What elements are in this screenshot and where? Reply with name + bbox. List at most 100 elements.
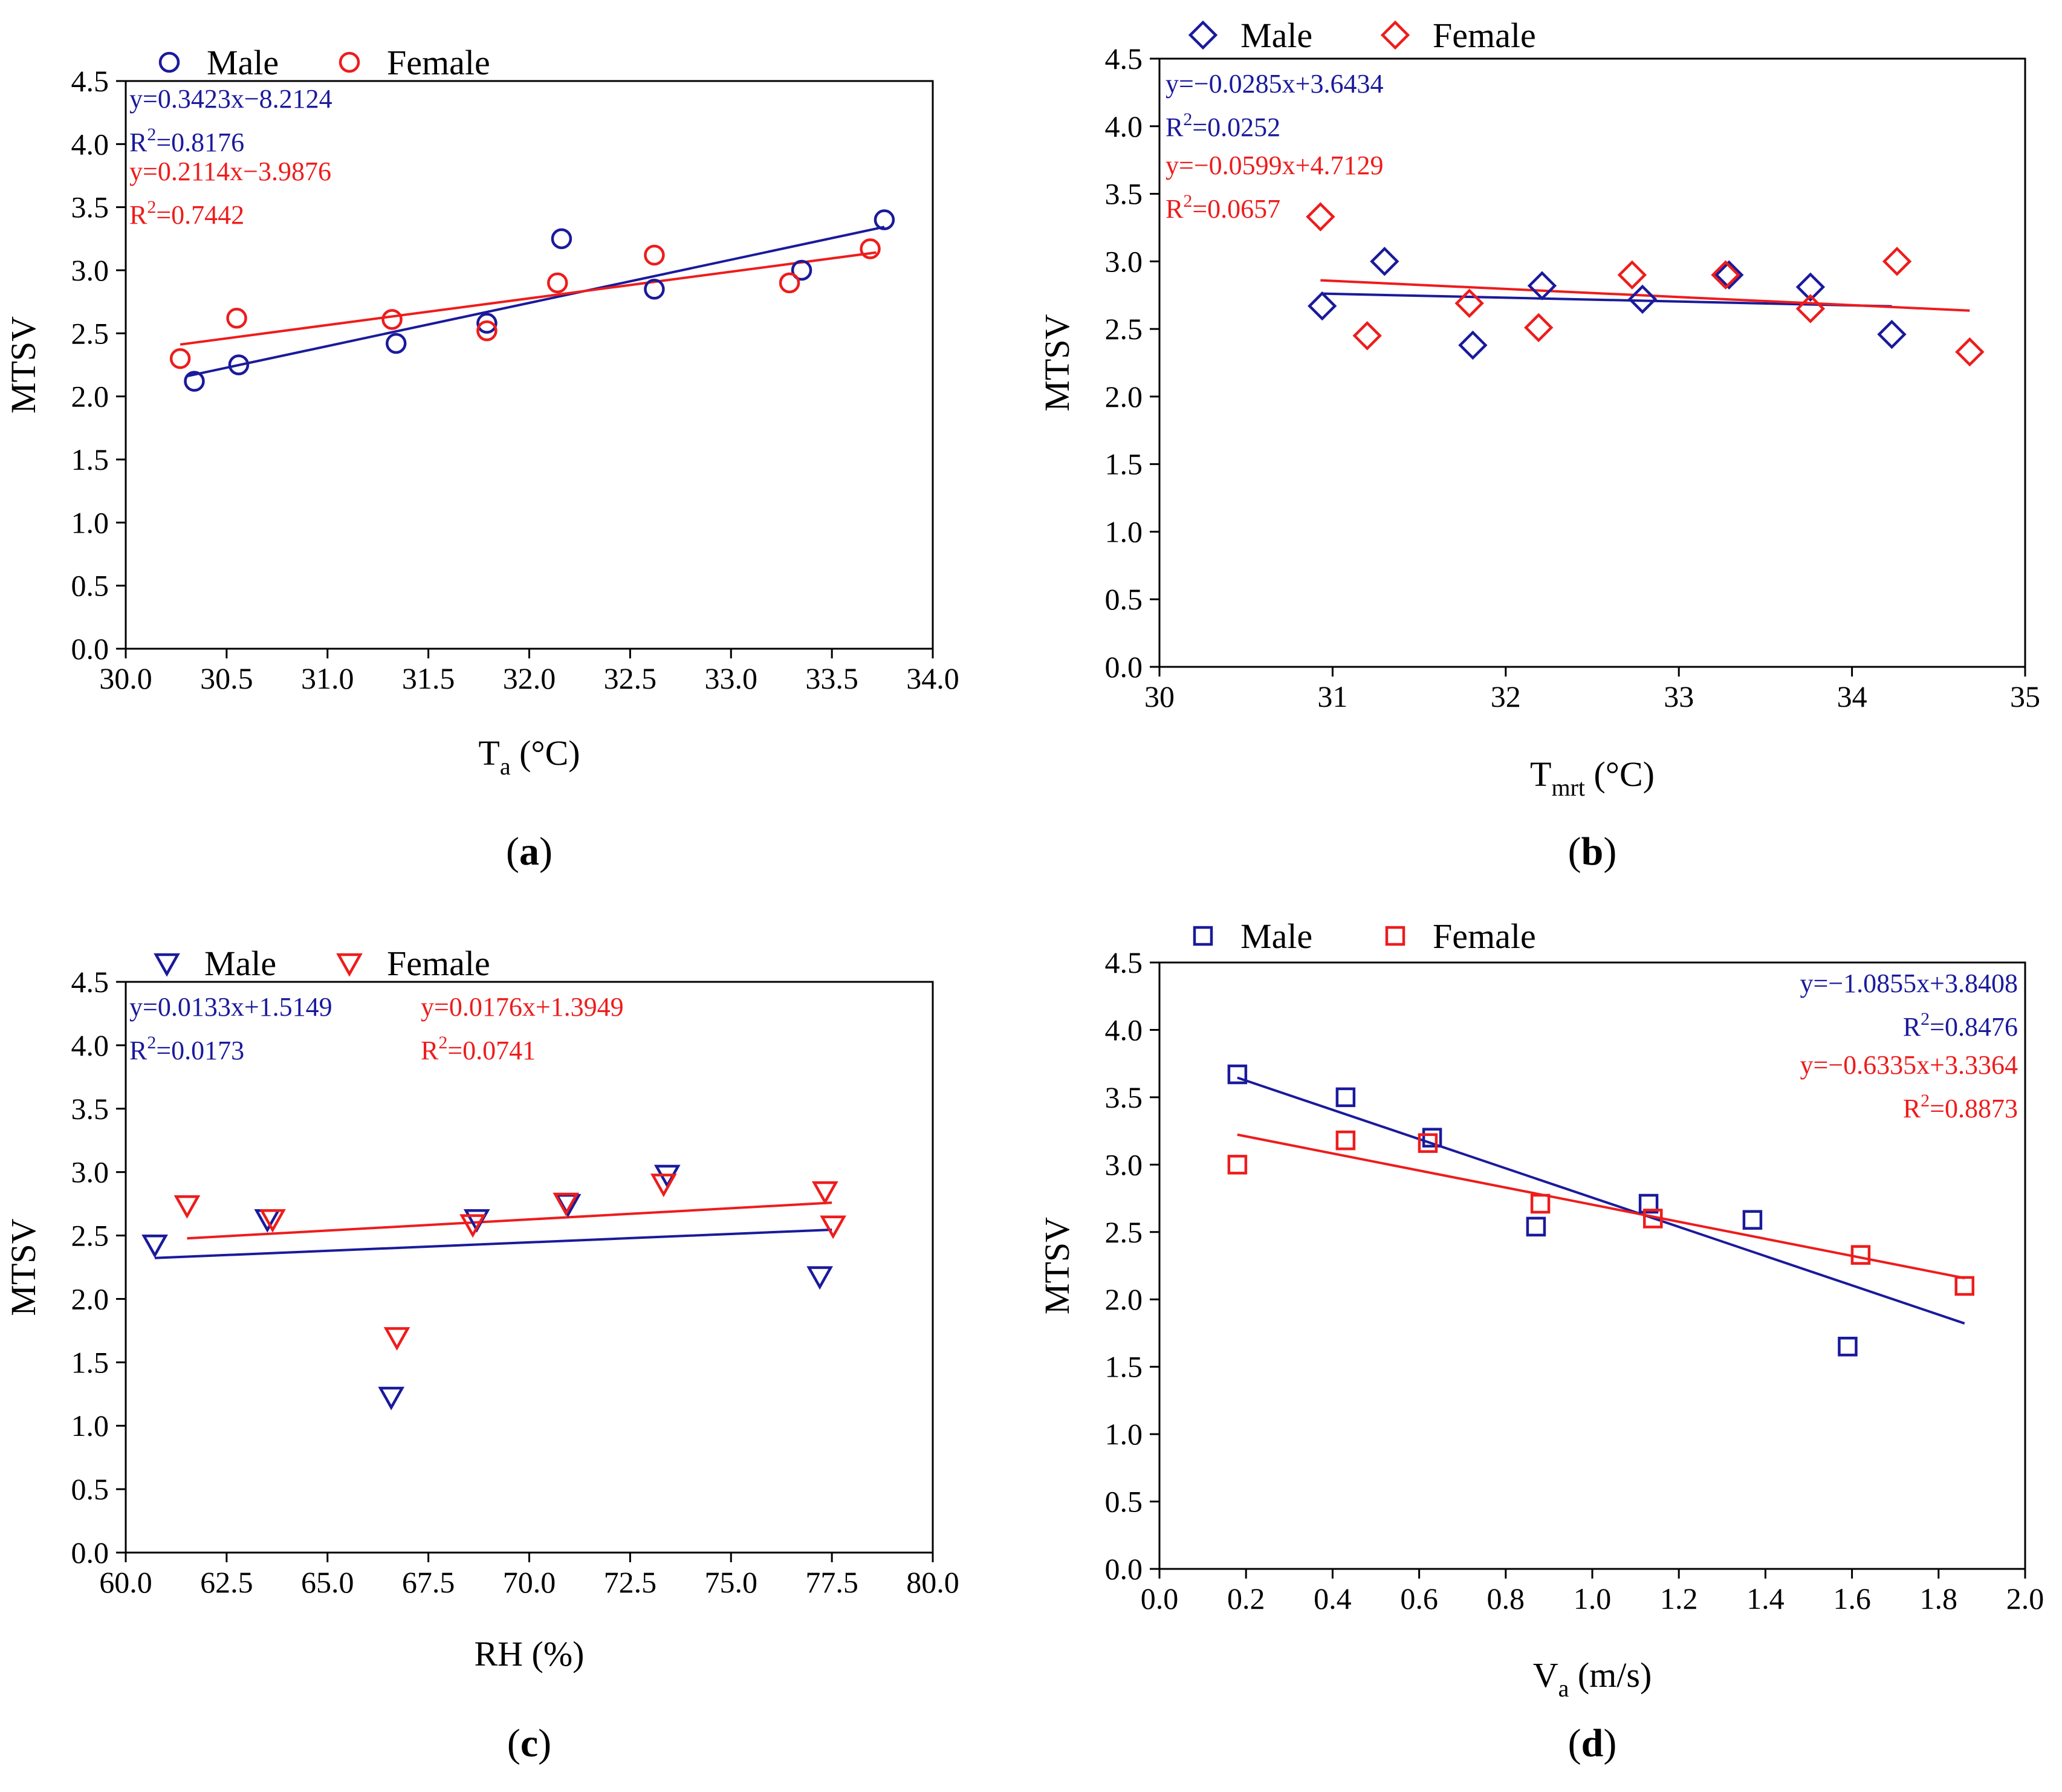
- y-tick-label: 3.0: [71, 1155, 109, 1189]
- y-tick-label: 4.5: [1105, 42, 1143, 76]
- female-data-point: [1352, 321, 1382, 351]
- y-axis-label: MTSV: [4, 316, 43, 414]
- y-tick-label: 4.0: [1105, 109, 1143, 143]
- x-tick-label: 0.8: [1487, 1582, 1525, 1615]
- x-tick-label: 33.0: [705, 661, 758, 695]
- y-axis-label: MTSV: [1037, 314, 1077, 411]
- panel-label: (a): [506, 829, 553, 874]
- female-data-point: [169, 348, 191, 369]
- male-data-point: [806, 1266, 833, 1290]
- male-data-point: [874, 209, 895, 230]
- y-tick-label: 2.5: [1105, 312, 1143, 346]
- male-equation: y=−0.0285x+3.6434: [1166, 69, 1383, 99]
- x-tick-label: 32: [1491, 680, 1521, 713]
- female-data-point: [1617, 260, 1647, 290]
- female-fit-line: [180, 251, 877, 346]
- y-tick-label: 0.0: [1105, 1552, 1143, 1586]
- female-data-point: [1882, 247, 1912, 276]
- panel-a: 30.0 30.5 31.0 31.5 32.0 32.5 33.0 33.5 34.0 0.0 0…: [4, 43, 959, 874]
- male-data-point: [378, 1386, 405, 1411]
- x-axis-label: Tmrt (°C): [1530, 755, 1655, 801]
- x-tick-label: 1.6: [1833, 1582, 1871, 1615]
- female-data-point: [1955, 337, 1985, 367]
- y-tick-label: 2.0: [1105, 380, 1143, 414]
- female-data-point: [546, 272, 568, 294]
- y-tick-label: 0.5: [71, 1472, 109, 1506]
- x-axis-label: RH (%): [474, 1634, 584, 1674]
- female-data-point: [1850, 1245, 1871, 1265]
- female-data-point: [860, 238, 881, 259]
- male-data-point: [141, 1234, 168, 1258]
- legend-label-female: Female: [387, 43, 490, 82]
- female-data-point: [1642, 1209, 1663, 1229]
- female-data-point: [1954, 1276, 1975, 1296]
- x-tick-label: 1.4: [1746, 1582, 1785, 1615]
- male-data-point: [476, 313, 498, 334]
- panel-label: (d): [1568, 1721, 1617, 1765]
- panel-c: 60.0 62.5 65.0 67.5 70.0 72.5 75.0 77.5 80.0 0.0 0…: [4, 944, 959, 1765]
- x-tick-label: 31.5: [402, 661, 455, 695]
- male-data-point: [1627, 284, 1658, 314]
- female-data-point: [1335, 1130, 1356, 1151]
- x-tick-label: 33: [1664, 680, 1694, 713]
- legend-label-male: Male: [207, 43, 279, 82]
- x-tick-label: 35: [2010, 680, 2040, 713]
- female-data-point: [779, 272, 800, 294]
- y-tick-label: 1.5: [1105, 1350, 1143, 1384]
- y-tick-label: 3.0: [71, 253, 109, 287]
- x-tick-label: 70.0: [503, 1565, 556, 1599]
- y-tick-label: 4.0: [71, 1028, 109, 1062]
- male-data-point: [184, 371, 205, 392]
- male-fit-line: [1322, 292, 1892, 308]
- x-tick-label: 34: [1837, 680, 1867, 713]
- x-tick-label: 0.4: [1314, 1582, 1352, 1615]
- female-data-point: [811, 1181, 838, 1205]
- male-data-point: [1838, 1336, 1858, 1357]
- y-tick-label: 3.5: [1105, 1080, 1143, 1114]
- female-data-point: [173, 1195, 201, 1219]
- x-tick-label: 32.5: [604, 661, 657, 695]
- y-tick-label: 2.5: [1105, 1215, 1143, 1249]
- x-tick-label: 1.0: [1574, 1582, 1612, 1615]
- female-data-point: [476, 320, 498, 342]
- female-equation: y=−0.0599x+4.7129: [1166, 151, 1383, 180]
- male-data-point: [644, 279, 665, 300]
- female-data-point: [1530, 1193, 1551, 1214]
- y-tick-label: 2.0: [1105, 1282, 1143, 1316]
- male-data-point: [1742, 1210, 1763, 1230]
- male-data-point: [1422, 1128, 1442, 1148]
- male-data-point: [1526, 1216, 1546, 1237]
- male-legend-marker: [1193, 926, 1213, 946]
- x-tick-label: 72.5: [604, 1565, 657, 1599]
- female-data-point: [553, 1192, 580, 1216]
- y-axis-label: MTSV: [1037, 1217, 1077, 1314]
- y-tick-label: 1.0: [71, 1409, 109, 1443]
- female-data-point: [820, 1215, 846, 1239]
- y-tick-label: 4.0: [71, 127, 109, 161]
- y-tick-label: 2.5: [71, 1219, 109, 1253]
- male-data-point: [1370, 247, 1399, 276]
- male-data-point: [1638, 1193, 1659, 1214]
- x-tick-label: 34.0: [906, 661, 959, 695]
- male-data-point: [551, 228, 572, 250]
- x-tick-label: 33.5: [805, 661, 858, 695]
- female-data-point: [459, 1214, 486, 1238]
- y-tick-label: 0.0: [71, 1536, 109, 1570]
- female-data-point: [1418, 1133, 1438, 1153]
- female-data-point: [259, 1209, 286, 1233]
- male-equation: y=0.3423x−8.2124: [129, 84, 332, 114]
- x-tick-label: 62.5: [200, 1565, 253, 1599]
- y-tick-label: 4.5: [71, 64, 109, 98]
- y-tick-label: 3.5: [71, 190, 109, 224]
- female-data-point: [226, 308, 247, 329]
- x-tick-label: 32.0: [503, 661, 556, 695]
- legend-label-male: Male: [1240, 917, 1312, 956]
- male-legend-marker: [1188, 20, 1218, 50]
- panel-b: 30 31 32 33 34 35 0.0 0.5 1.0 1.5 2.0 2.5 3.0 3.5 4.0 4…: [1037, 16, 2040, 874]
- x-tick-label: 1.2: [1660, 1582, 1698, 1615]
- legend-label-female: Female: [387, 944, 490, 983]
- x-tick-label: 31: [1317, 680, 1347, 713]
- male-fit-line: [1237, 1076, 1965, 1325]
- y-tick-label: 1.0: [71, 505, 109, 539]
